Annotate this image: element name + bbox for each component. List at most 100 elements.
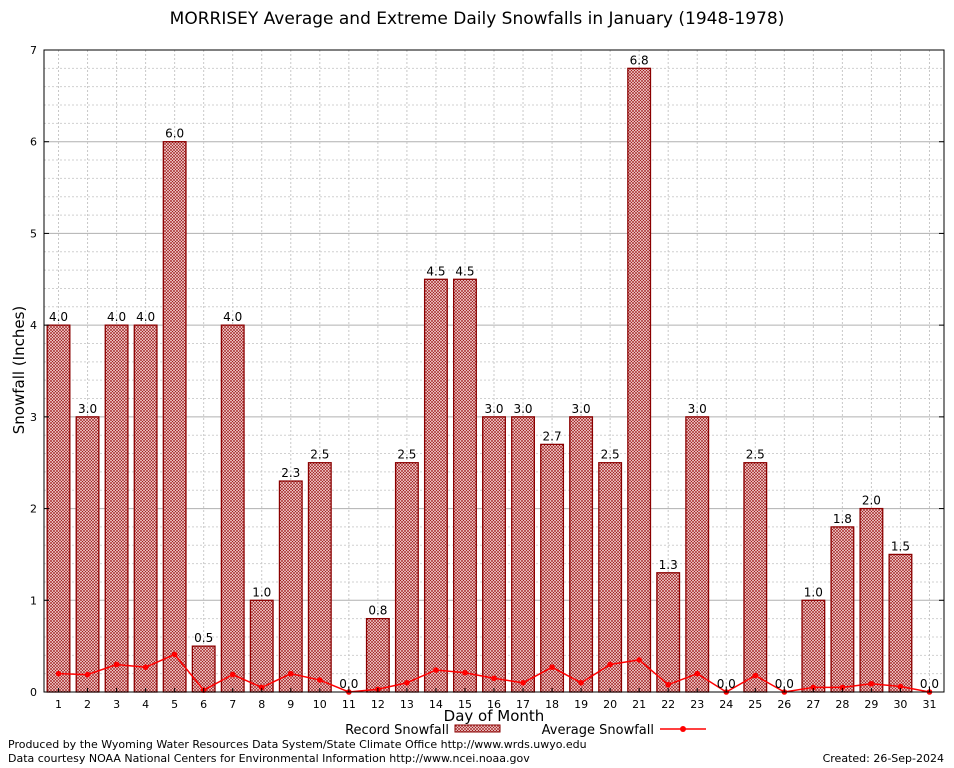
x-tick-label: 14 bbox=[429, 698, 443, 711]
bar-value-label: 6.8 bbox=[630, 53, 649, 67]
average-point bbox=[171, 651, 178, 658]
bar-value-label: 6.0 bbox=[165, 127, 184, 141]
bar-value-label: 2.5 bbox=[601, 448, 620, 462]
record-bar-day-20 bbox=[598, 462, 623, 693]
y-axis-label: Snowfall (Inches) bbox=[10, 306, 28, 434]
bar-value-label: 0.0 bbox=[920, 677, 939, 691]
record-bar-day-2 bbox=[75, 416, 100, 693]
average-point bbox=[752, 672, 759, 679]
x-tick-label: 20 bbox=[603, 698, 617, 711]
record-bar-day-5 bbox=[162, 141, 187, 693]
x-tick-label: 12 bbox=[371, 698, 385, 711]
bar-value-label: 0.0 bbox=[775, 677, 794, 691]
x-tick-label: 30 bbox=[893, 698, 907, 711]
record-bar-day-14 bbox=[423, 278, 448, 693]
bar-value-label: 2.7 bbox=[543, 429, 562, 443]
bar-value-label: 4.5 bbox=[426, 264, 445, 278]
average-point bbox=[897, 683, 904, 690]
record-bar-day-10 bbox=[307, 462, 332, 693]
bar-value-label: 0.0 bbox=[717, 677, 736, 691]
bar-value-label: 3.0 bbox=[688, 402, 707, 416]
record-bar-day-21 bbox=[627, 67, 652, 693]
record-bar-day-3 bbox=[104, 324, 129, 693]
record-bar-day-8 bbox=[249, 599, 274, 693]
record-bar-day-25 bbox=[743, 462, 768, 693]
average-point bbox=[694, 670, 701, 677]
x-tick-label: 18 bbox=[545, 698, 559, 711]
average-point bbox=[142, 664, 149, 671]
x-tick-label: 19 bbox=[574, 698, 588, 711]
bar-value-label: 4.5 bbox=[455, 264, 474, 278]
average-point bbox=[84, 671, 91, 678]
average-point bbox=[404, 680, 410, 686]
average-point bbox=[317, 677, 323, 683]
record-bar-day-23 bbox=[685, 416, 710, 693]
x-tick-label: 4 bbox=[142, 698, 149, 711]
x-tick-label: 17 bbox=[516, 698, 530, 711]
x-tick-label: 22 bbox=[661, 698, 675, 711]
bar-value-label: 0.8 bbox=[368, 604, 387, 618]
average-point bbox=[229, 671, 236, 678]
bar-value-label: 1.8 bbox=[833, 512, 852, 526]
x-tick-label: 6 bbox=[200, 698, 207, 711]
record-bar-day-1 bbox=[46, 324, 71, 693]
record-bar-day-16 bbox=[482, 416, 506, 693]
bar-value-label: 3.0 bbox=[78, 402, 97, 416]
average-point bbox=[868, 680, 875, 687]
legend-average-label: Average Snowfall bbox=[542, 723, 654, 738]
record-bar-day-30 bbox=[888, 553, 913, 693]
bar-value-label: 4.0 bbox=[223, 310, 242, 324]
bar-value-label: 2.3 bbox=[281, 466, 300, 480]
y-tick-label: 0 bbox=[30, 686, 37, 699]
record-bar-day-28 bbox=[830, 526, 855, 693]
x-tick-label: 16 bbox=[487, 698, 501, 711]
average-point bbox=[258, 684, 265, 691]
y-tick-label: 2 bbox=[30, 503, 37, 516]
x-tick-label: 31 bbox=[922, 698, 936, 711]
x-tick-label: 27 bbox=[806, 698, 820, 711]
y-tick-label: 3 bbox=[30, 411, 37, 424]
average-point bbox=[665, 681, 671, 688]
x-tick-label: 28 bbox=[835, 698, 849, 711]
x-tick-label: 9 bbox=[287, 698, 294, 711]
bar-value-label: 0.5 bbox=[194, 631, 213, 645]
x-tick-label: 5 bbox=[171, 698, 178, 711]
bar-value-label: 4.0 bbox=[107, 310, 126, 324]
legend-average-marker bbox=[680, 726, 686, 732]
footer-created: Created: 26-Sep-2024 bbox=[822, 752, 944, 765]
bar-value-label: 1.3 bbox=[659, 558, 678, 572]
record-bar-day-15 bbox=[452, 278, 477, 693]
x-tick-label: 21 bbox=[632, 698, 646, 711]
average-point bbox=[607, 661, 613, 668]
record-bar-day-19 bbox=[569, 416, 594, 693]
bar-value-label: 3.0 bbox=[484, 402, 503, 416]
x-tick-label: 29 bbox=[864, 698, 878, 711]
x-tick-label: 7 bbox=[229, 698, 236, 711]
legend: Record Snowfall Average Snowfall bbox=[345, 723, 706, 738]
x-tick-label: 23 bbox=[690, 698, 704, 711]
record-bar-day-13 bbox=[394, 462, 419, 693]
x-tick-label: 24 bbox=[719, 698, 733, 711]
y-tick-label: 4 bbox=[30, 319, 37, 332]
x-tick-label: 13 bbox=[400, 698, 414, 711]
y-tick-label: 5 bbox=[30, 227, 37, 240]
record-bar-day-22 bbox=[656, 572, 681, 693]
record-bar-day-17 bbox=[511, 416, 536, 693]
average-point bbox=[549, 664, 555, 671]
average-point bbox=[810, 684, 817, 691]
x-tick-label: 10 bbox=[313, 698, 327, 711]
bar-value-label: 1.5 bbox=[891, 539, 910, 553]
record-bar-day-27 bbox=[801, 599, 826, 693]
x-tick-label: 11 bbox=[342, 698, 356, 711]
average-point bbox=[287, 670, 294, 677]
y-tick-label: 1 bbox=[30, 594, 37, 607]
bar-value-label: 3.0 bbox=[513, 402, 532, 416]
bar-value-label: 1.0 bbox=[252, 585, 271, 599]
footer-courtesy: Data courtesy NOAA National Centers for … bbox=[8, 752, 530, 765]
bar-value-label: 2.5 bbox=[310, 448, 329, 462]
y-tick-label: 7 bbox=[30, 44, 37, 57]
record-bar-day-29 bbox=[859, 507, 884, 693]
average-point bbox=[839, 684, 846, 691]
data-labels: 4.0 3.0 4.0 4.0 6.0 0.5 4.0 1.0 2.3 2.5 0.0 0.8 2.5 4… bbox=[49, 53, 939, 691]
